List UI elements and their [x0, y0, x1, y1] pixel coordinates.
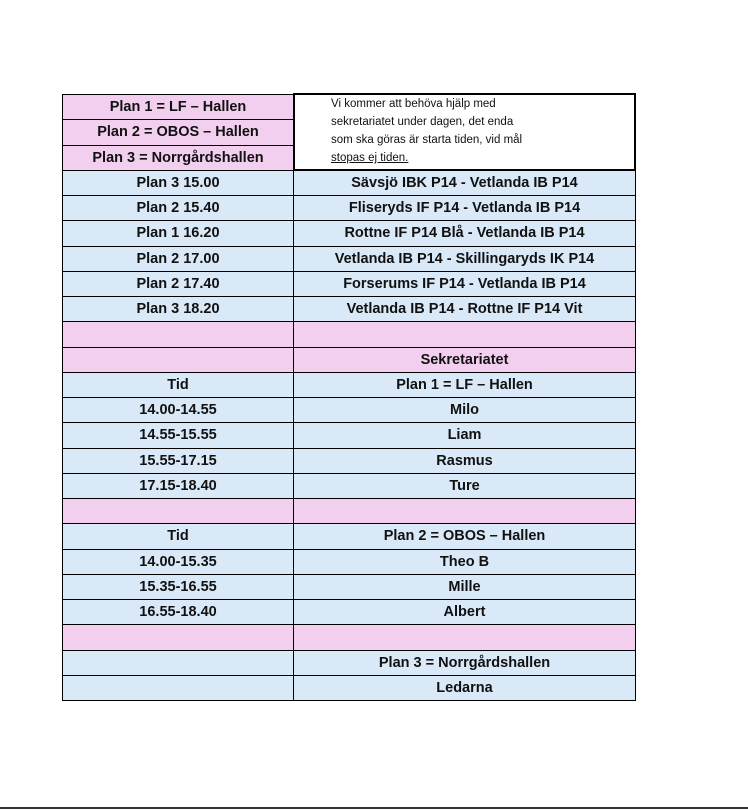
table-row: 16.55-18.40 Albert: [62, 598, 636, 626]
cell-right[interactable]: Milo: [293, 396, 636, 424]
cell-left[interactable]: [62, 321, 294, 348]
note-line: sekretariatet under dagen, det enda: [331, 116, 514, 128]
table-row: Tid Plan 1 = LF – Hallen: [62, 371, 636, 399]
cell-left[interactable]: 14.00-14.55: [62, 396, 294, 424]
table-row: 14.55-15.55 Liam: [62, 422, 636, 449]
schedule-table: Plan 1 = LF – Hallen Plan 2 = OBOS – Hall…: [62, 93, 636, 702]
note-box: Vi kommer att behöva hjälp med sekretari…: [293, 93, 636, 171]
table-row: Plan 1 16.20 Rottne IF P14 Blå - Vetlanda…: [62, 220, 636, 247]
cell-right[interactable]: [293, 624, 636, 651]
cell-right[interactable]: Vetlanda IB P14 - Skillingaryds IK P14: [293, 245, 636, 272]
table-row: Plan 2 17.00 Vetlanda IB P14 - Skillingar…: [62, 245, 636, 272]
cell-left[interactable]: 14.00-15.35: [62, 548, 294, 575]
cell-right[interactable]: Mille: [293, 573, 636, 601]
cell-left[interactable]: Plan 1 = LF – Hallen: [62, 93, 294, 121]
cell-left[interactable]: Plan 2 15.40: [62, 194, 294, 222]
table-row: 17.15-18.40 Ture: [62, 472, 636, 500]
note-line: Vi kommer att behöva hjälp med: [331, 98, 496, 110]
cell-right[interactable]: Albert: [293, 598, 636, 626]
cell-left[interactable]: [62, 497, 294, 525]
cell-left[interactable]: Plan 2 17.40: [62, 270, 294, 298]
cell-right[interactable]: Ledarna: [293, 674, 636, 702]
cell-left[interactable]: 16.55-18.40: [62, 598, 294, 626]
cell-right[interactable]: Ture: [293, 472, 636, 500]
cell-left[interactable]: 17.15-18.40: [62, 472, 294, 500]
cell-right[interactable]: Forserums IF P14 - Vetlanda IB P14: [293, 270, 636, 298]
table-row: 14.00-15.35 Theo B: [62, 548, 636, 575]
table-row: Tid Plan 2 = OBOS – Hallen: [62, 523, 636, 550]
cell-right[interactable]: Rottne IF P14 Blå - Vetlanda IB P14: [293, 220, 636, 247]
cell-right[interactable]: Sävsjö IBK P14 - Vetlanda IB P14: [293, 169, 636, 197]
cell-left[interactable]: Plan 1 16.20: [62, 220, 294, 247]
cell-left[interactable]: Plan 3 15.00: [62, 169, 294, 197]
cell-left[interactable]: Plan 2 17.00: [62, 245, 294, 272]
table-row: [62, 624, 636, 651]
table-row: [62, 497, 636, 525]
cell-right[interactable]: [293, 321, 636, 348]
cell-right[interactable]: Plan 1 = LF – Hallen: [293, 371, 636, 399]
cell-left[interactable]: 14.55-15.55: [62, 422, 294, 449]
table-row: Plan 2 15.40 Fliseryds IF P14 - Vetlanda …: [62, 194, 636, 222]
page-divider: [0, 807, 748, 809]
cell-left[interactable]: 15.35-16.55: [62, 573, 294, 601]
note-text: Vi kommer att behöva hjälp med sekretari…: [331, 95, 522, 167]
table-row: Plan 3 18.20 Vetlanda IB P14 - Rottne IF …: [62, 295, 636, 323]
cell-left[interactable]: [62, 624, 294, 651]
cell-right[interactable]: Vetlanda IB P14 - Rottne IF P14 Vit: [293, 295, 636, 323]
cell-left[interactable]: [62, 649, 294, 676]
note-line-underlined: stopas ej tiden.: [331, 152, 409, 164]
cell-left[interactable]: Plan 3 = Norrgårdshallen: [62, 144, 294, 171]
table-row: Ledarna: [62, 674, 636, 702]
cell-left[interactable]: [62, 346, 294, 373]
cell-left[interactable]: 15.55-17.15: [62, 447, 294, 474]
table-row: Plan 3 = Norrgårdshallen: [62, 649, 636, 676]
cell-right[interactable]: Theo B: [293, 548, 636, 575]
cell-left[interactable]: Tid: [62, 371, 294, 399]
cell-right[interactable]: Rasmus: [293, 447, 636, 474]
cell-right[interactable]: Plan 3 = Norrgårdshallen: [293, 649, 636, 676]
cell-left[interactable]: Plan 2 = OBOS – Hallen: [62, 119, 294, 146]
table-row: 15.55-17.15 Rasmus: [62, 447, 636, 474]
table-row: Sekretariatet: [62, 346, 636, 373]
table-row: Plan 2 17.40 Forserums IF P14 - Vetlanda …: [62, 270, 636, 298]
table-row: 14.00-14.55 Milo: [62, 396, 636, 424]
cell-right[interactable]: Sekretariatet: [293, 346, 636, 373]
table-row: Plan 3 15.00 Sävsjö IBK P14 - Vetlanda IB…: [62, 169, 636, 197]
cell-left[interactable]: Plan 3 18.20: [62, 295, 294, 323]
cell-right[interactable]: Fliseryds IF P14 - Vetlanda IB P14: [293, 194, 636, 222]
note-line: som ska göras är starta tiden, vid mål: [331, 134, 523, 146]
cell-left[interactable]: Tid: [62, 523, 294, 550]
table-row: [62, 321, 636, 348]
cell-right[interactable]: [293, 497, 636, 525]
cell-left[interactable]: [62, 674, 294, 702]
table-row: 15.35-16.55 Mille: [62, 573, 636, 601]
cell-right[interactable]: Liam: [293, 422, 636, 449]
cell-right[interactable]: Plan 2 = OBOS – Hallen: [293, 523, 636, 550]
